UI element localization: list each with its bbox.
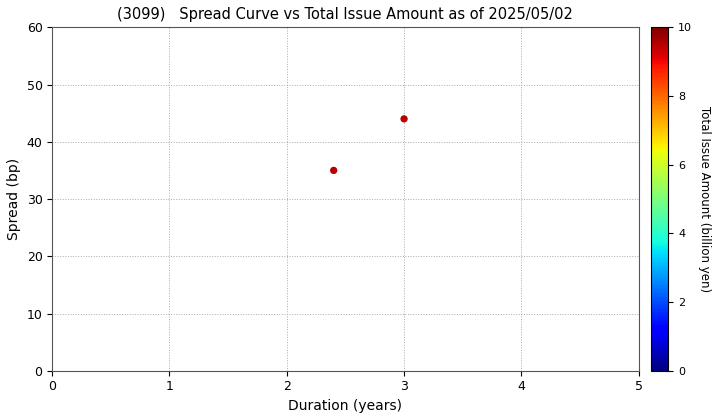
Point (328, 167, 339, 174)
Title: (3099)   Spread Curve vs Total Issue Amount as of 2025/05/02: (3099) Spread Curve vs Total Issue Amoun… (117, 7, 573, 22)
Point (398, 116, 410, 122)
Y-axis label: Total Issue Amount (billion yen): Total Issue Amount (billion yen) (698, 106, 711, 292)
Y-axis label: Spread (bp): Spread (bp) (7, 158, 21, 240)
X-axis label: Duration (years): Duration (years) (289, 399, 402, 413)
